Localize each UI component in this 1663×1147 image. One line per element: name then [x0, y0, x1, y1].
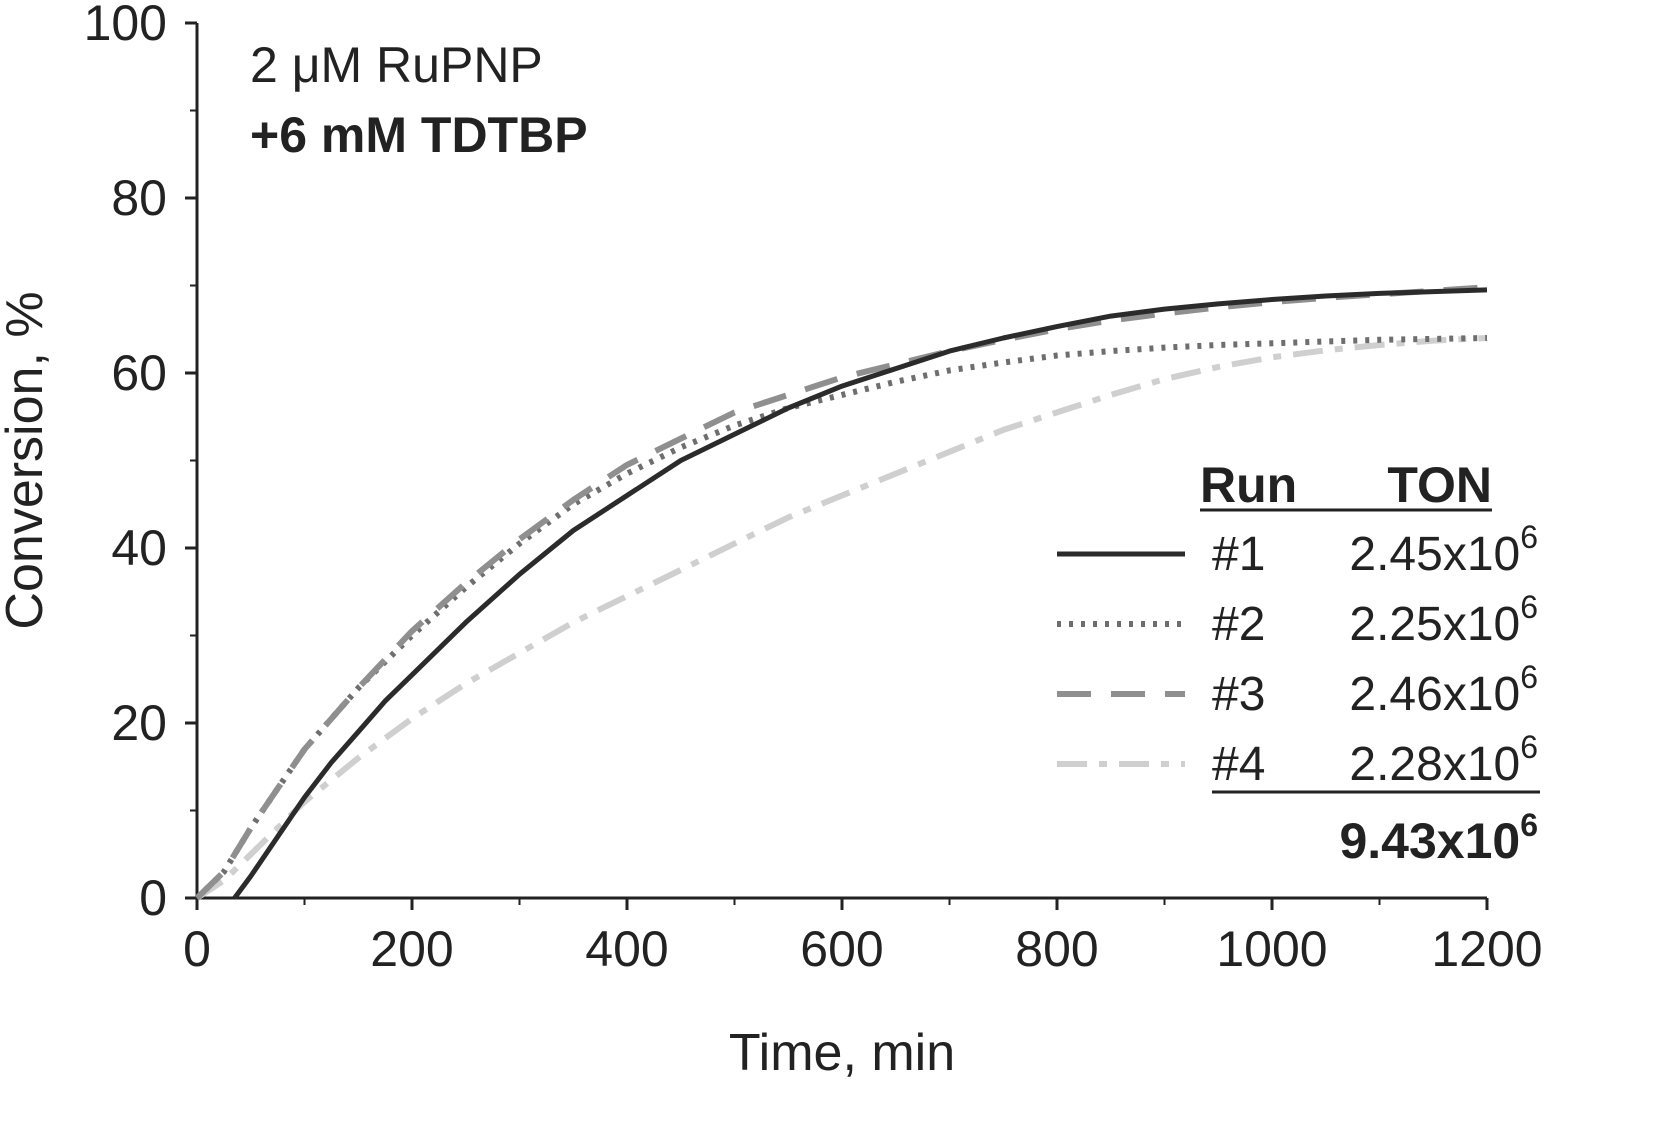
x-tick-label: 400 [585, 921, 668, 977]
legend-ton-exponent: 6 [1520, 519, 1538, 555]
series-layer [194, 284, 1488, 901]
legend-row-3: #3 2.46x106 [1057, 659, 1538, 721]
legend-ton-exponent: 6 [1520, 589, 1538, 625]
y-tick-label: 80 [111, 170, 167, 226]
legend-total-mantissa: 9.43x10 [1339, 813, 1520, 869]
x-tick-label: 600 [800, 921, 883, 977]
legend-ton-mantissa: 2.28x10 [1349, 738, 1520, 791]
legend-row-1: #1 2.45x106 [1057, 519, 1538, 581]
legend-ton-mantissa: 2.46x10 [1349, 668, 1520, 721]
legend-rows: #1 2.45x106#2 2.25x106#3 2.46x106#4 2.28x106 [1057, 519, 1538, 791]
axis-ticks: 0 200 400 600 800 1000 1200 0 20 40 60 80 100 [84, 0, 1543, 977]
series-line-3 [194, 284, 1488, 901]
y-axis-title: Conversion, % [0, 291, 54, 629]
y-tick-label: 0 [139, 870, 167, 926]
annotation-catalyst: 2 μM RuPNP [250, 37, 543, 93]
legend-ton-exponent: 6 [1520, 729, 1538, 765]
legend-run-label: #4 [1212, 738, 1265, 791]
y-tick-label: 60 [111, 345, 167, 401]
series-line-4 [195, 335, 1488, 901]
legend-total-ton: 9.43x106 [1339, 807, 1538, 869]
legend-ton-value: 2.28x106 [1349, 729, 1538, 791]
annotation-additive: +6 mM TDTBP [250, 107, 588, 163]
y-tick-label: 40 [111, 520, 167, 576]
legend-total-exponent: 6 [1520, 807, 1538, 843]
legend-run-label: #1 [1212, 528, 1265, 581]
legend-ton-mantissa: 2.25x10 [1349, 598, 1520, 651]
x-tick-label: 1000 [1216, 921, 1327, 977]
legend-header-ton: TON [1387, 457, 1492, 513]
legend-header-run: Run [1200, 457, 1297, 513]
legend-row-2: #2 2.25x106 [1057, 589, 1538, 651]
legend-run-label: #3 [1212, 668, 1265, 721]
series-line-1 [232, 287, 1488, 900]
legend-ton-value: 2.25x106 [1349, 589, 1538, 651]
x-axis-title: Time, min [729, 1024, 955, 1082]
legend-ton-value: 2.46x106 [1349, 659, 1538, 721]
y-tick-label: 20 [111, 695, 167, 751]
legend-ton-exponent: 6 [1520, 659, 1538, 695]
legend-ton-value: 2.45x106 [1349, 519, 1538, 581]
plot-area: 0 200 400 600 800 1000 1200 0 20 40 60 80 100 [84, 0, 1543, 977]
legend-ton-mantissa: 2.45x10 [1349, 528, 1520, 581]
y-tick-label: 100 [84, 0, 167, 51]
legend: Run TON #1 2.45x106#2 2.25x106#3 2.46x106#4… [1057, 457, 1540, 869]
x-tick-label: 0 [183, 921, 211, 977]
legend-row-4: #4 2.28x106 [1057, 729, 1538, 791]
legend-run-label: #2 [1212, 598, 1265, 651]
x-tick-label: 200 [370, 921, 453, 977]
x-tick-label: 800 [1015, 921, 1098, 977]
x-tick-label: 1200 [1431, 921, 1542, 977]
series-line-2 [194, 335, 1488, 901]
